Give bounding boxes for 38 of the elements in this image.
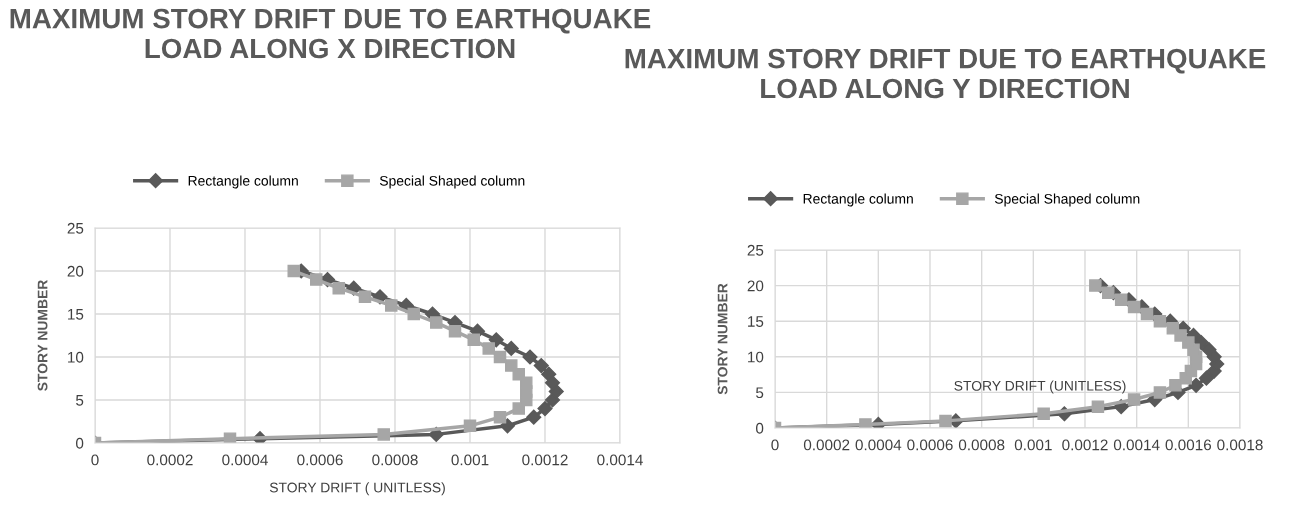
y-tick-label: 5 <box>756 387 764 399</box>
x-tick-label: 0 <box>771 439 779 451</box>
annotation: STORY DRIFT (UNITLESS) <box>954 380 1126 394</box>
x-tick-label: 0.0016 <box>1165 439 1212 451</box>
x-tick-label: 0.001 <box>451 454 489 466</box>
x-tick-label: 0.0012 <box>1062 439 1108 451</box>
x-tick-label: 0.0014 <box>1113 439 1160 451</box>
y-tick-label: 25 <box>747 244 764 256</box>
x-tick-label: 0.0004 <box>222 454 268 466</box>
x-tick-label: 0.0008 <box>372 454 418 466</box>
x-tick-label: 0.001 <box>1014 439 1052 451</box>
y-tick-label: 0 <box>755 422 764 434</box>
legend-label: Special Shaped column <box>994 193 1140 207</box>
y-tick-label: 20 <box>67 265 84 277</box>
x-tick-label: 0 <box>91 454 99 466</box>
x-tick-label: 0.0012 <box>522 454 568 466</box>
x-tick-label: 0.0006 <box>907 439 953 451</box>
y-tick-label: 15 <box>748 316 764 327</box>
y-tick-label: 10 <box>748 351 764 363</box>
chart-title: MAXIMUM STORY DRIFT DUE TO EARTHQUAKE LOAD ALONG Y DIRECTION <box>625 48 1266 99</box>
x-tick-label: 0.0002 <box>803 439 850 451</box>
y-axis-title: STORY NUMBER <box>717 283 728 395</box>
x-tick-label: 0.0014 <box>597 454 643 466</box>
x-tick-label: 0.0002 <box>147 454 193 466</box>
y-tick-label: 5 <box>76 395 84 406</box>
y-tick-label: 15 <box>68 309 84 320</box>
legend-label: Rectangle column <box>188 175 298 189</box>
y-tick-label: 10 <box>68 351 84 363</box>
y-tick-label: 20 <box>747 280 764 292</box>
y-axis-title: STORY NUMBER <box>37 279 48 391</box>
x-axis-title: STORY DRIFT ( UNITLESS) <box>269 482 445 496</box>
legend-label: Rectangle column <box>803 193 913 207</box>
x-tick-label: 0.0004 <box>855 439 902 451</box>
x-tick-label: 0.0018 <box>1217 439 1263 451</box>
legend-label: Special Shaped column <box>379 175 525 189</box>
y-tick-label: 25 <box>67 222 84 234</box>
x-tick-label: 0.0006 <box>297 454 343 466</box>
x-tick-label: 0.0008 <box>958 439 1005 451</box>
